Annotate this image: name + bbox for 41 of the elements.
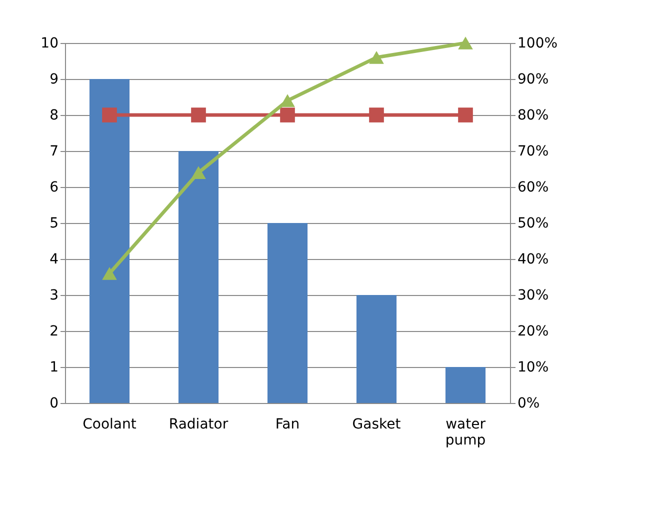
point <box>280 108 295 122</box>
x-tick-label: Fan <box>275 416 300 432</box>
point <box>102 108 117 122</box>
y-tick-label: 10 <box>40 36 58 52</box>
y2-tick-label: 70% <box>518 144 549 160</box>
y-tick-label: 6 <box>50 180 59 196</box>
bar <box>356 295 397 403</box>
x-tick-label: water pump <box>445 416 486 448</box>
bar <box>267 223 308 403</box>
y-tick-label: 8 <box>50 108 58 124</box>
bar <box>445 367 486 403</box>
point <box>369 108 384 122</box>
y-tick-label: 7 <box>50 144 58 160</box>
bar <box>178 151 219 403</box>
y2-tick-label: 100% <box>518 36 558 52</box>
y2-tick-label: 30% <box>518 288 549 304</box>
y-tick-label: 4 <box>50 252 59 268</box>
y2-tick-label: 80% <box>518 108 549 124</box>
y2-tick-label: 10% <box>518 360 549 376</box>
x-tick-label: Coolant <box>82 416 137 432</box>
point <box>458 36 473 50</box>
y2-tick-label: 90% <box>518 72 549 88</box>
y-tick-label: 2 <box>50 324 58 340</box>
y-tick-label: 3 <box>50 288 58 304</box>
y2-tick-label: 50% <box>518 216 549 232</box>
x-tick-label: Radiator <box>168 416 228 432</box>
y2-tick-label: 60% <box>518 180 549 196</box>
x-tick-label: Gasket <box>352 416 402 432</box>
point <box>191 108 206 122</box>
y-tick-label: 9 <box>50 72 58 88</box>
bar <box>89 79 130 403</box>
point <box>191 166 206 180</box>
y-tick-label: 0 <box>50 396 58 412</box>
y2-tick-label: 0% <box>518 396 540 412</box>
point <box>369 50 384 64</box>
y-tick-label: 1 <box>50 360 58 376</box>
y2-tick-label: 20% <box>518 324 549 340</box>
point <box>458 108 473 122</box>
y2-tick-label: 40% <box>518 252 549 268</box>
point <box>102 266 117 280</box>
y-tick-label: 5 <box>50 216 58 232</box>
